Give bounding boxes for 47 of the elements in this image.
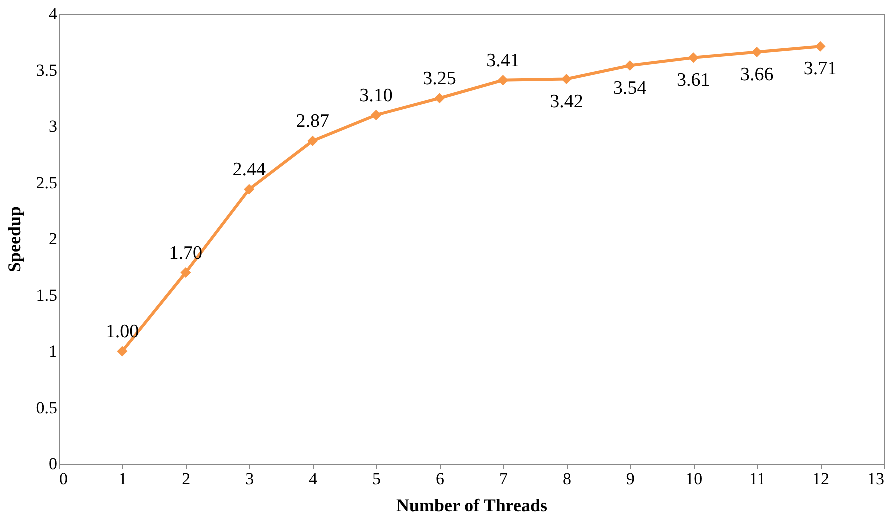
text: 3.41 — [486, 50, 520, 72]
x-tick-label: 5 — [372, 470, 382, 488]
y-tick-label: 2.5 — [36, 173, 58, 192]
y-tick-label: 1.5 — [36, 286, 58, 305]
text: 3.42 — [550, 91, 584, 112]
x-tick-label: 11 — [749, 470, 766, 488]
x-tick-label: 10 — [686, 470, 703, 488]
x-tick-label: 2 — [182, 470, 191, 488]
x-tick-label: 1 — [118, 470, 128, 488]
y-tick-label: 0.5 — [36, 398, 58, 418]
point — [624, 60, 636, 71]
point — [180, 268, 192, 278]
text: 3.25 — [423, 68, 456, 90]
point — [434, 93, 446, 104]
text: 1.00 — [106, 322, 140, 342]
point — [117, 346, 128, 357]
text: 3.66 — [740, 64, 774, 86]
x-tick-label: 6 — [436, 470, 445, 488]
x-tick-label: 9 — [626, 470, 635, 488]
x-axis-title: Number of Threads — [396, 496, 548, 516]
y-tick-label: 2 — [49, 230, 58, 248]
text: 2.44 — [232, 160, 266, 180]
y-tick-label: 3.5 — [36, 60, 58, 80]
point — [244, 184, 255, 195]
text: 3.61 — [676, 70, 710, 91]
x-tick-label: 7 — [499, 470, 508, 488]
x-tick-label: 4 — [309, 470, 318, 488]
x-tick-label: 8 — [562, 470, 572, 488]
point — [752, 47, 762, 58]
x-tick-label: 3 — [246, 470, 254, 488]
x-tick-label: 12 — [812, 470, 830, 488]
point — [688, 52, 699, 64]
point — [561, 74, 572, 84]
point — [308, 136, 318, 146]
x-tick-label: 13 — [868, 470, 884, 488]
y-tick-label: 1 — [49, 342, 58, 361]
text: 2.87 — [296, 111, 330, 132]
point — [815, 41, 826, 52]
text: 3.10 — [360, 85, 393, 106]
text: 3.71 — [804, 58, 838, 80]
point — [498, 75, 508, 86]
text: 3.54 — [614, 78, 647, 99]
y-tick-label: 4 — [49, 4, 58, 24]
point — [371, 110, 382, 120]
y-axis-title: Speedup — [4, 206, 24, 273]
y-tick-label: 0 — [49, 454, 58, 474]
y-tick-label: 3 — [49, 117, 58, 136]
